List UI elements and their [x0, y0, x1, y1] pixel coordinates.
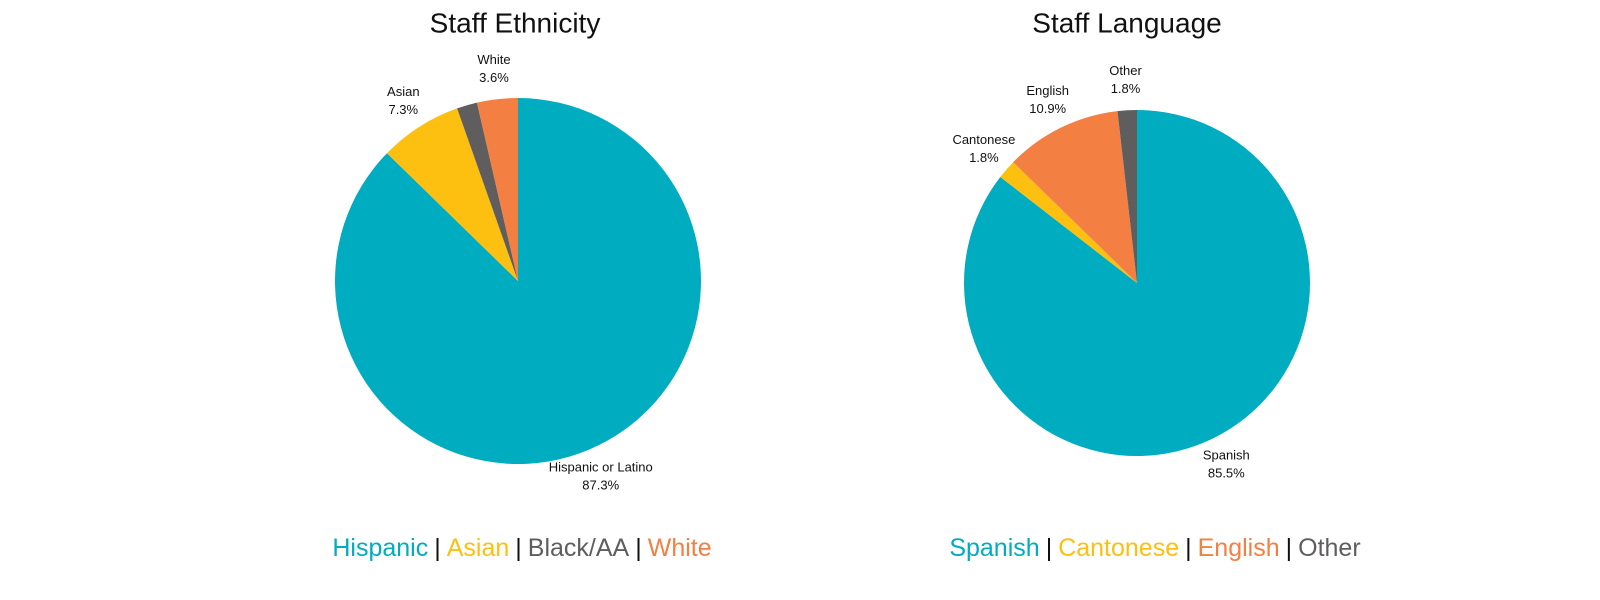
legend-entry: Asian: [446, 534, 510, 562]
legend-entry: Hispanic: [332, 534, 429, 562]
slice-value: 87.3%: [582, 478, 619, 493]
slice-value: 1.8%: [969, 150, 999, 165]
slice-value: 85.5%: [1208, 466, 1245, 481]
legend-separator: |: [434, 534, 441, 562]
legend-separator: |: [1185, 534, 1192, 562]
pie-slice: [1013, 111, 1137, 283]
legend-separator: |: [515, 534, 522, 562]
legend-separator: |: [1285, 534, 1293, 562]
slice-label: Other: [1109, 63, 1142, 78]
slice-label: Spanish: [1203, 448, 1250, 463]
pie-slice: [386, 108, 518, 281]
slice-value: 3.6%: [479, 70, 509, 85]
legend: Hispanic | Asian | Black/AA | White: [222, 534, 822, 563]
slice-value: 1.8%: [1111, 81, 1141, 96]
legend-entry: English: [1197, 534, 1280, 562]
chart-title: Staff Language: [1032, 7, 1221, 38]
slice-label: Cantonese: [952, 132, 1015, 147]
legend-entry: White: [647, 534, 712, 562]
slice-label: Asian: [387, 84, 420, 99]
legend-entry: Other: [1298, 534, 1361, 562]
slice-label: White: [477, 52, 510, 67]
legend-separator: |: [1045, 534, 1053, 562]
pie-slice: [1117, 110, 1137, 283]
slice-value: 7.3%: [388, 102, 418, 117]
slice-label: Hispanic or Latino: [549, 460, 653, 475]
chart-title: Staff Ethnicity: [430, 7, 601, 38]
legend: Spanish | Cantonese | English | Other: [855, 534, 1455, 563]
legend-entry: Spanish: [949, 534, 1040, 562]
pie-slice: [457, 102, 518, 281]
legend-entry: Black/AA: [527, 534, 630, 562]
pie-slice: [1000, 162, 1137, 283]
slice-value: 10.9%: [1029, 101, 1066, 116]
legend-separator: |: [635, 534, 642, 562]
legend-entry: Cantonese: [1058, 534, 1180, 562]
slice-label: English: [1026, 83, 1069, 98]
pie-slice: [476, 98, 518, 281]
